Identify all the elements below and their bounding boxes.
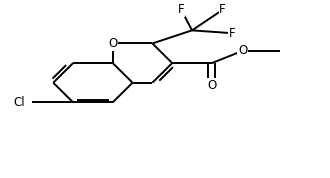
Text: F: F [219, 3, 226, 16]
Text: O: O [238, 44, 247, 57]
Text: F: F [228, 27, 235, 40]
Text: F: F [178, 3, 184, 16]
Text: O: O [207, 79, 216, 92]
Text: O: O [108, 37, 117, 50]
Text: Cl: Cl [14, 96, 25, 109]
